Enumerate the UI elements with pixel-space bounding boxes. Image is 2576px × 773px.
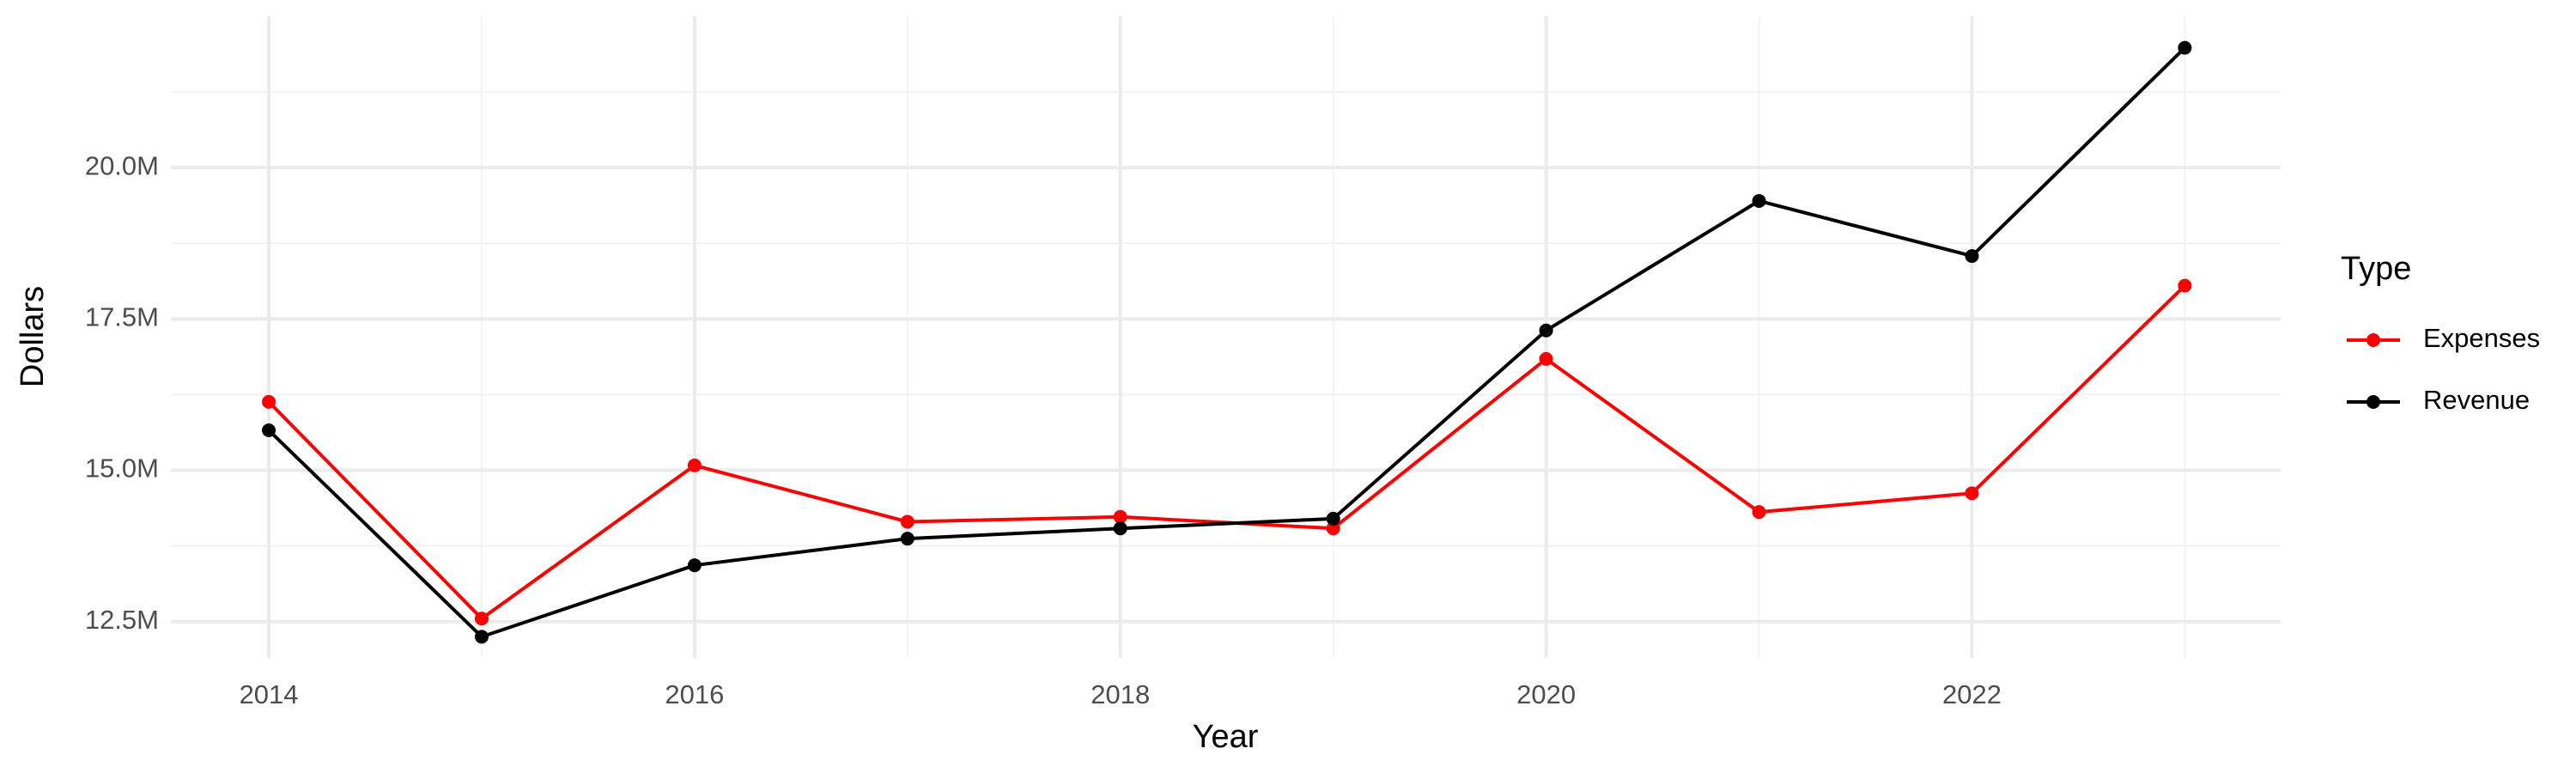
data-point [1752, 505, 1766, 520]
data-point [1113, 509, 1127, 524]
data-point [687, 558, 702, 573]
data-point [262, 394, 276, 409]
legend-title: Type [2341, 251, 2411, 287]
data-point [2178, 40, 2192, 55]
data-point [1965, 249, 1979, 264]
data-point [1113, 521, 1127, 536]
data-point [1965, 486, 1979, 501]
y-tick-label: 20.0M [85, 150, 159, 180]
data-point [1326, 511, 1340, 526]
y-tick-label: 17.5M [85, 302, 159, 332]
data-point [474, 630, 489, 644]
series-line [267, 284, 2186, 621]
data-point [1539, 351, 1553, 366]
legend-key-point [2366, 395, 2380, 409]
y-axis-title: Dollars [15, 286, 51, 387]
data-point [474, 612, 489, 626]
data-point [1326, 521, 1340, 536]
data-point [900, 514, 914, 529]
x-tick-label: 2016 [665, 679, 724, 709]
x-tick-label: 2014 [240, 679, 299, 709]
data-point [687, 458, 702, 472]
data-point [1752, 193, 1766, 208]
data-point [900, 532, 914, 546]
x-tick-label: 2022 [1942, 679, 2002, 709]
series-line [267, 46, 2186, 639]
x-tick-label: 2020 [1516, 679, 1576, 709]
legend-label: Revenue [2423, 385, 2530, 415]
legend-key-point [2366, 333, 2380, 347]
data-point [262, 423, 276, 438]
data-point [1539, 323, 1553, 338]
y-tick-label: 15.0M [85, 453, 159, 484]
x-axis-title: Year [1193, 719, 1259, 755]
data-point [2178, 278, 2192, 293]
legend-label: Expenses [2423, 323, 2540, 353]
x-tick-label: 2018 [1091, 679, 1150, 709]
y-tick-label: 12.5M [85, 605, 159, 635]
